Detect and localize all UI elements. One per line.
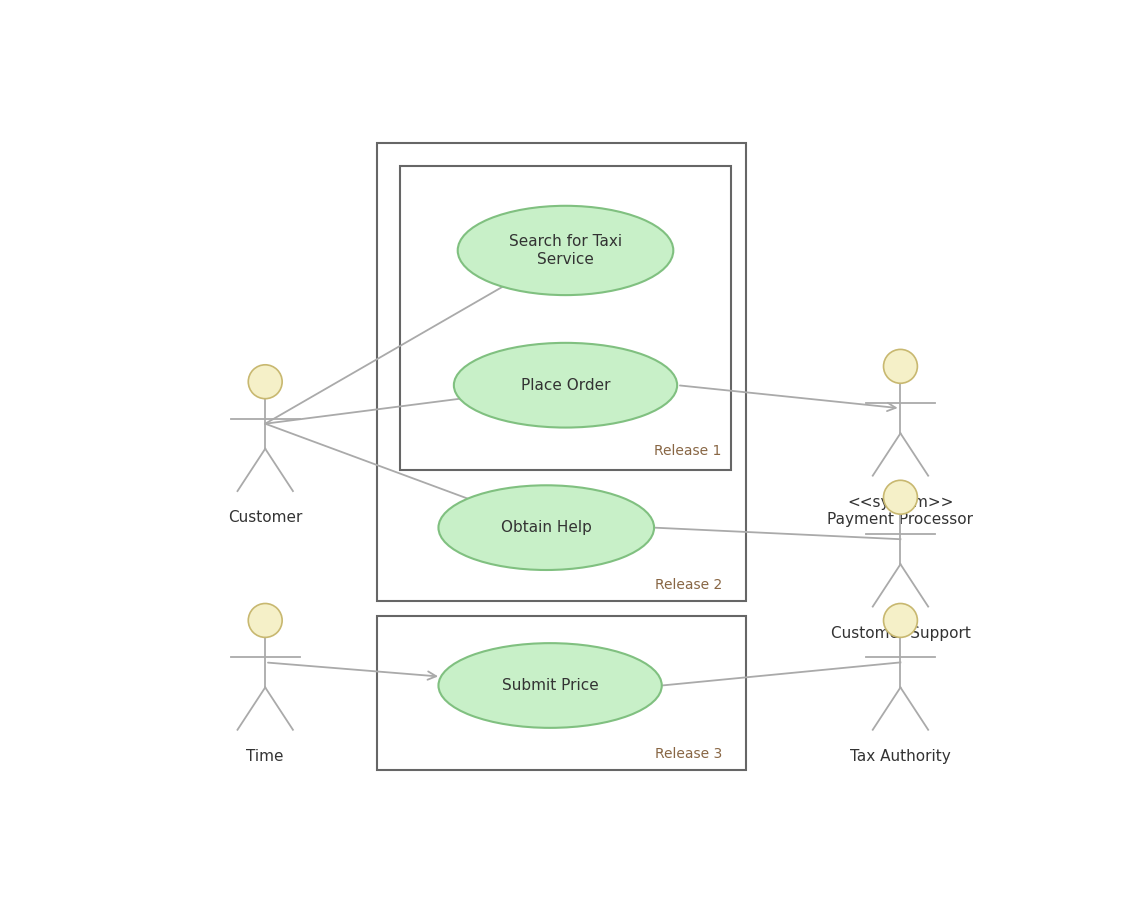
Text: Time: Time: [246, 749, 284, 764]
Text: Release 2: Release 2: [654, 578, 722, 591]
Ellipse shape: [438, 644, 661, 728]
Text: Release 1: Release 1: [654, 445, 722, 458]
Ellipse shape: [883, 349, 917, 383]
Text: <<system>>
Payment Processor: <<system>> Payment Processor: [827, 495, 974, 527]
Text: Place Order: Place Order: [521, 378, 610, 392]
Bar: [376, 142, 747, 601]
Ellipse shape: [883, 604, 917, 637]
Ellipse shape: [883, 481, 917, 514]
Text: Submit Price: Submit Price: [502, 678, 598, 693]
Text: Obtain Help: Obtain Help: [501, 520, 591, 536]
Bar: [400, 166, 731, 470]
Ellipse shape: [438, 485, 654, 570]
Text: Search for Taxi
Service: Search for Taxi Service: [509, 234, 622, 266]
Ellipse shape: [248, 604, 283, 637]
Bar: [376, 616, 747, 770]
Ellipse shape: [454, 343, 677, 427]
Text: Tax Authority: Tax Authority: [850, 749, 951, 764]
Text: Customer Support: Customer Support: [831, 626, 970, 641]
Text: Customer: Customer: [228, 510, 302, 526]
Text: Release 3: Release 3: [654, 747, 722, 761]
Ellipse shape: [248, 364, 283, 399]
Ellipse shape: [458, 206, 674, 295]
